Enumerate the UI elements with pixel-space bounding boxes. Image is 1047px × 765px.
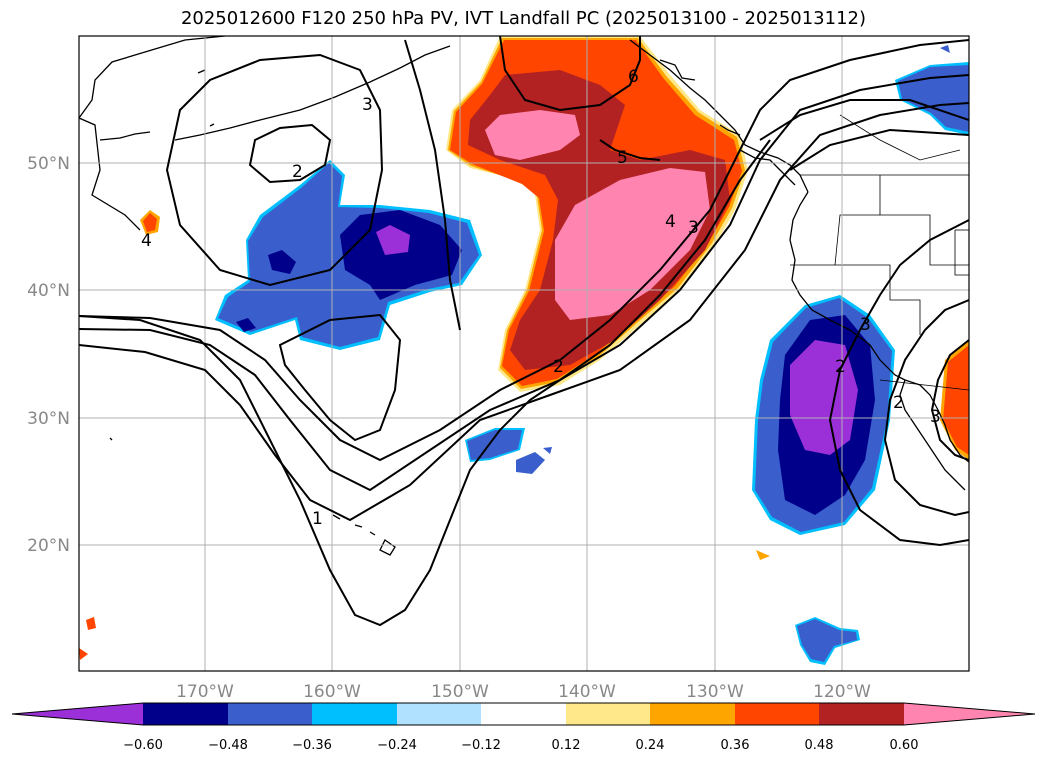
map-area: 3 2 4 6 5 4 3 2 1 2 3 2 3 (79, 36, 969, 671)
lat-label: 40°N (27, 281, 70, 301)
contour-label: 2 (553, 357, 564, 377)
lat-label: 20°N (27, 536, 70, 556)
lon-label: 120°W (813, 682, 871, 702)
contour-label: 3 (688, 218, 699, 238)
lat-label: 50°N (27, 154, 70, 174)
lon-label: 170°W (176, 682, 234, 702)
map-frame (78, 35, 970, 672)
contour-label: 6 (628, 67, 639, 87)
colorbar-tick: −0.12 (461, 738, 501, 753)
lon-label: 160°W (303, 682, 361, 702)
latitude-labels: 50°N 40°N 30°N 20°N (27, 154, 70, 556)
lon-label: 150°W (431, 682, 489, 702)
contour-label: 4 (141, 231, 152, 251)
colorbar-segment (819, 703, 904, 725)
contour-label: 3 (930, 407, 941, 427)
colorbar-tick: 0.12 (552, 738, 581, 753)
colorbar-ticks: −0.60 −0.48 −0.36 −0.24 −0.12 0.12 0.24 … (123, 738, 918, 753)
contour-label: 2 (292, 162, 303, 182)
contour-lines (79, 36, 969, 627)
colorbar-segment (312, 703, 397, 725)
negative-anomaly-region (215, 45, 969, 665)
colorbar-tick: −0.48 (208, 738, 248, 753)
lat-label: 30°N (27, 409, 70, 429)
contour-label: 1 (312, 509, 323, 529)
colorbar-max-extension (904, 703, 1035, 725)
contour-label: 4 (665, 212, 676, 232)
colorbar-segment (566, 703, 650, 725)
colorbar-segment (481, 703, 566, 725)
lon-label: 140°W (558, 682, 616, 702)
colorbar-segment (650, 703, 735, 725)
colorbar-segment (735, 703, 819, 725)
political-boundaries (790, 114, 969, 391)
contour-label: 2 (835, 357, 846, 377)
map-title: 2025012600 F120 250 hPa PV, IVT Landfall… (180, 8, 867, 29)
colorbar-tick: 0.36 (721, 738, 750, 753)
colorbar-tick: 0.48 (805, 738, 834, 753)
longitude-labels: 170°W 160°W 150°W 140°W 130°W 120°W (176, 682, 871, 702)
colorbar-tick: −0.60 (123, 738, 163, 753)
colorbar-segment (228, 703, 312, 725)
positive-anomaly-region (79, 36, 969, 660)
colorbar-segment (143, 703, 228, 725)
colorbar: −0.60 −0.48 −0.36 −0.24 −0.12 0.12 0.24 … (11, 702, 1036, 753)
contour-label-group: 3 2 4 6 5 4 3 2 1 2 3 2 3 (141, 67, 941, 529)
contour-label: 2 (893, 393, 904, 413)
lon-label: 130°W (686, 682, 744, 702)
colorbar-outline (11, 702, 1036, 726)
colorbar-tick: 0.60 (890, 738, 919, 753)
colorbar-min-extension (12, 703, 143, 725)
contour-label: 5 (617, 148, 628, 168)
contour-label: 3 (860, 315, 871, 335)
colorbar-tick: −0.36 (292, 738, 332, 753)
contour-label: 3 (362, 95, 373, 115)
colorbar-tick: −0.24 (377, 738, 417, 753)
colorbar-segment (397, 703, 481, 725)
colorbar-tick: 0.24 (636, 738, 665, 753)
